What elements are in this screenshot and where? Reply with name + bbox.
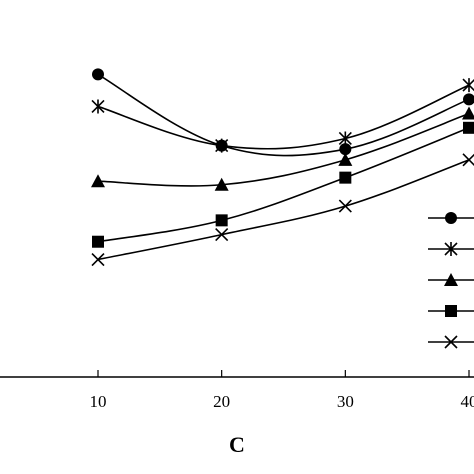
x-tick-label: 40 xyxy=(461,392,474,411)
x-axis-title: C xyxy=(229,432,245,457)
series-line xyxy=(97,159,470,261)
data-point xyxy=(92,235,104,248)
x-tick-label: 20 xyxy=(213,392,230,411)
series-cross xyxy=(91,153,474,267)
data-point xyxy=(462,106,474,120)
data-point xyxy=(338,131,352,146)
data-point xyxy=(339,143,352,156)
legend-marker xyxy=(444,335,458,349)
series-square xyxy=(92,121,474,248)
data-point xyxy=(215,214,228,227)
legend xyxy=(428,212,474,349)
data-point xyxy=(338,199,352,213)
data-point xyxy=(215,228,229,242)
data-point xyxy=(214,177,229,191)
series-triangle xyxy=(91,106,474,191)
data-point xyxy=(462,153,474,167)
series-line xyxy=(97,112,470,187)
x-tick-label: 30 xyxy=(337,392,354,411)
legend-item-cross xyxy=(428,335,474,349)
data-point xyxy=(338,152,353,166)
series-line xyxy=(97,127,470,243)
x-axis-ticks: 10 20 30 40 xyxy=(90,370,474,411)
series-circle xyxy=(92,68,474,157)
series-asterisk xyxy=(91,78,474,153)
series-line xyxy=(97,84,470,150)
data-point xyxy=(91,252,105,267)
data-point xyxy=(92,68,104,81)
data-point xyxy=(463,121,474,134)
legend-marker xyxy=(444,273,458,286)
series-line xyxy=(97,73,470,157)
legend-item-triangle xyxy=(428,273,474,286)
legend-item-square xyxy=(428,305,474,317)
legend-marker xyxy=(445,212,457,224)
data-point xyxy=(91,99,105,114)
legend-item-circle xyxy=(428,212,474,224)
data-point xyxy=(215,138,229,153)
data-point xyxy=(339,171,352,184)
legend-marker xyxy=(445,305,457,317)
data-point xyxy=(91,174,105,188)
legend-item-asterisk xyxy=(428,242,474,256)
data-point xyxy=(463,93,474,106)
legend-marker xyxy=(444,242,458,256)
x-tick-label: 10 xyxy=(90,392,107,411)
data-point xyxy=(462,78,474,93)
series-layer xyxy=(91,68,474,267)
